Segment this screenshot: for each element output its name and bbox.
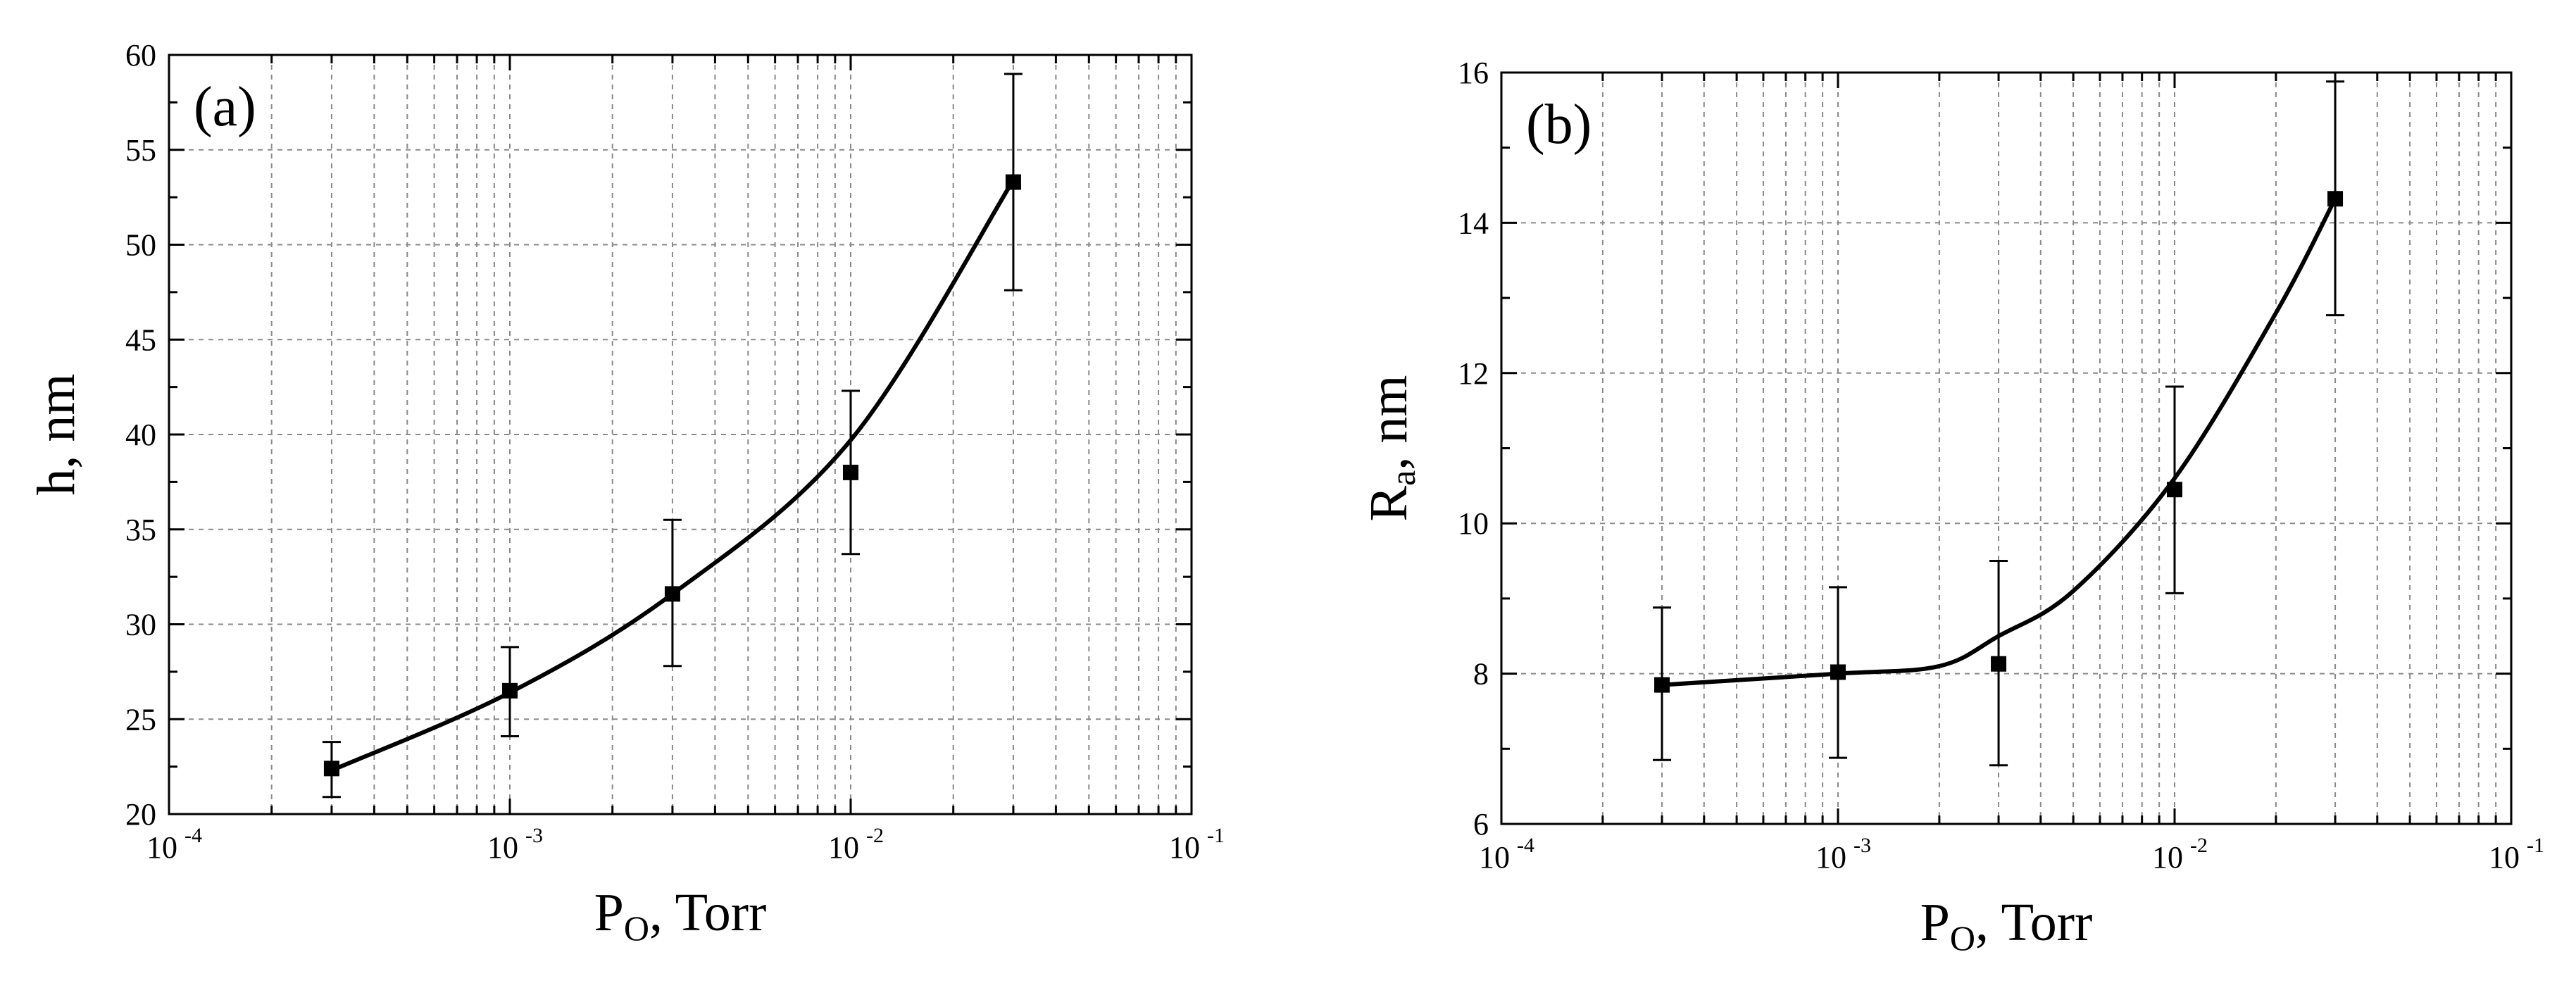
panel-b-y-tick-label: 16 [1458, 56, 1489, 90]
panel-a-y-tick-label: 50 [125, 228, 156, 263]
panel-a-y-tick-label: 30 [125, 608, 156, 642]
panel-b-plot-frame [1500, 71, 2513, 825]
panel-a-y-tick-label: 20 [125, 797, 156, 832]
panel-b-data-point [1991, 656, 2007, 672]
panel-b: 6 8 10 12 14 16 10 -4 10 -3 10 -2 10 -1 (b) PO, Torr Ra,… [1359, 56, 2544, 958]
panel-a-x-tick-exponent: -3 [525, 824, 543, 847]
panel-b-data-point [1830, 664, 1846, 680]
panel-a-fit-curve [330, 179, 1015, 773]
panel-b-x-tick-label: 10 [2152, 840, 2183, 875]
panel-b-x-tick-label: 10 [1815, 840, 1846, 875]
panel-b-y-tick-label: 10 [1458, 506, 1489, 541]
panel-a-data-point [323, 761, 339, 777]
panel-b-data-point [1654, 677, 1670, 693]
panel-a-data-point [1005, 174, 1021, 190]
panel-b-y-tick-label: 8 [1473, 657, 1489, 692]
panel-a-x-tick-exponent: -1 [1207, 824, 1225, 847]
panel-b-x-tick-exponent: -2 [2190, 834, 2208, 857]
panel-a-x-tick-exponent: -2 [866, 824, 884, 847]
panel-b-x-tick-label: 10 [2489, 840, 2520, 875]
panel-a-y-tick-label: 25 [125, 702, 156, 737]
panel-b-y-tick-label: 14 [1458, 206, 1489, 240]
panel-a-x-tick-exponent: -4 [185, 824, 202, 847]
panel-a-y-axis-title: h, nm [27, 373, 86, 495]
panel-a-y-tick-label: 60 [125, 38, 156, 73]
panel-b-y-tick-label: 12 [1458, 356, 1489, 391]
panel-b-x-axis-title: PO, Torr [1920, 893, 2093, 958]
panel-a-y-tick-label: 55 [125, 133, 156, 168]
panel-a-tag: (a) [194, 76, 256, 138]
panel-b-x-tick-exponent: -3 [1853, 834, 1871, 857]
panel-b-y-tick-label: 6 [1473, 807, 1489, 842]
panel-a-y-tick-label: 35 [125, 513, 156, 547]
panel-b-x-tick-label: 10 [1479, 840, 1510, 875]
panel-b-y-axis-title: Ra, nm [1359, 375, 1423, 521]
panel-a-data-point [664, 586, 680, 602]
panel-b-tag: (b) [1526, 94, 1592, 156]
panel-a-x-tick-label: 10 [146, 830, 177, 865]
panel-b-data-point [2327, 191, 2344, 207]
panel-b-data-point [2167, 482, 2182, 498]
panel-a-data-point [843, 464, 858, 480]
panel-a-data-point [502, 682, 518, 699]
panel-a-x-axis-title: PO, Torr [594, 883, 767, 948]
panel-a-x-tick-label: 10 [1169, 830, 1200, 865]
panel-a-y-tick-label: 40 [125, 418, 156, 452]
panel-b-x-tick-exponent: -4 [1517, 834, 1534, 857]
panel-a-y-tick-label: 45 [125, 323, 156, 357]
panel-b-x-tick-exponent: -1 [2527, 834, 2544, 857]
panel-a-x-tick-label: 10 [828, 830, 859, 865]
panel-a: 20 25 30 35 40 45 50 55 60 10 -4 10 -3 10 -2 10 -1 (a) PO,… [27, 38, 1225, 948]
panel-a-x-tick-label: 10 [487, 830, 518, 865]
